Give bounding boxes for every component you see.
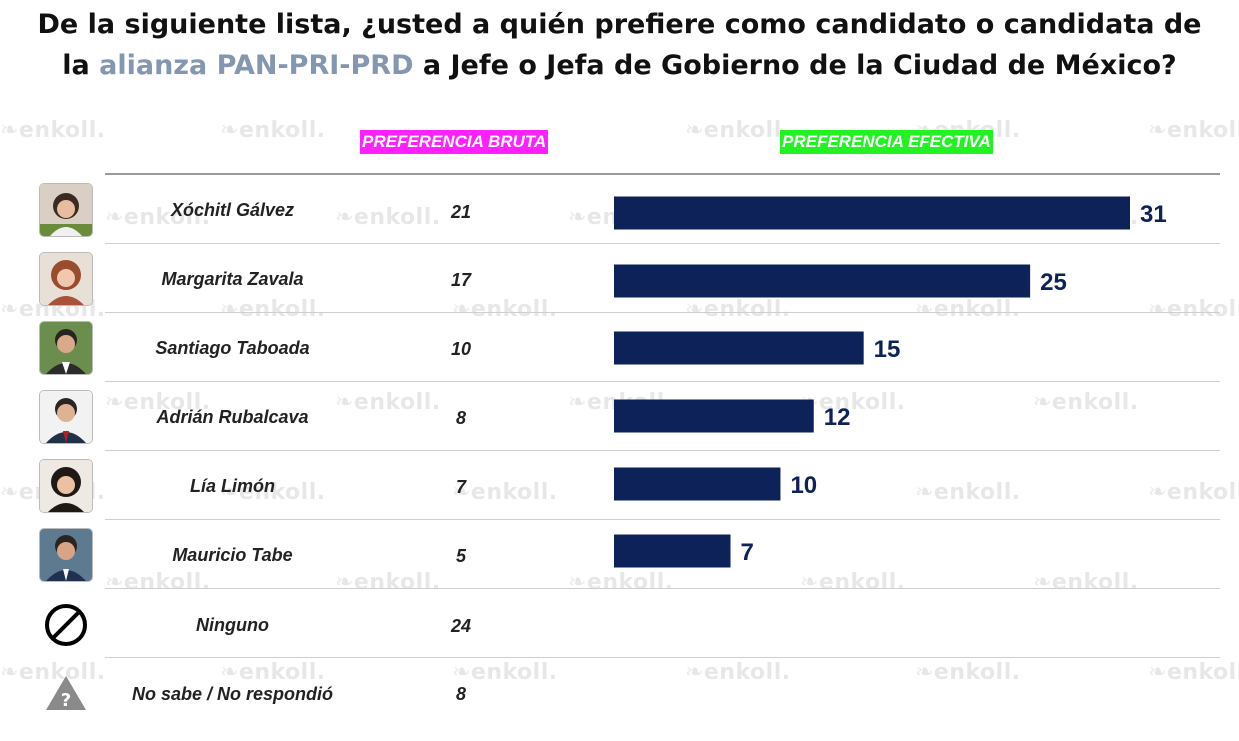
enkoll-watermark: ❧enkoll.: [568, 570, 674, 595]
title-line-2-post: a Jefe o Jefa de Gobierno de la Ciudad d…: [413, 50, 1177, 81]
enkoll-watermark: ❧enkoll.: [452, 660, 558, 685]
title-line-2: la alianza PAN-PRI-PRD a Jefe o Jefa de …: [0, 45, 1239, 86]
enkoll-watermark: ❧enkoll.: [1148, 297, 1239, 322]
candidate-name: Xóchitl Gálvez: [170, 200, 295, 220]
bar-value-label: 31: [1140, 201, 1167, 228]
row-divider: [105, 519, 1220, 520]
bruta-value: 5: [455, 546, 466, 566]
enkoll-watermark: ❧enkoll.: [452, 297, 558, 322]
enkoll-watermark: ❧enkoll.: [335, 205, 441, 230]
row-divider: [105, 588, 1220, 589]
enkoll-watermark: ❧enkoll.: [1148, 480, 1239, 505]
bruta-value: 24: [450, 616, 472, 636]
candidate-name: Adrián Rubalcava: [156, 407, 309, 427]
enkoll-watermark: ❧enkoll.: [0, 118, 106, 143]
option-name-ninguno: Ninguno: [196, 615, 269, 635]
enkoll-watermark: ❧enkoll.: [1033, 390, 1139, 415]
chart-title: De la siguiente lista, ¿usted a quién pr…: [0, 4, 1239, 86]
row-divider: [105, 657, 1220, 658]
bar-value-label: 15: [874, 336, 901, 363]
enkoll-watermark: ❧enkoll.: [1148, 118, 1239, 143]
row-divider: [105, 381, 1220, 382]
enkoll-watermark: ❧enkoll.: [105, 205, 211, 230]
bar-1: [614, 196, 1130, 230]
enkoll-watermark: ❧enkoll.: [915, 480, 1021, 505]
candidate-photo-xochitl-galvez: [40, 184, 92, 236]
bar-4: [614, 399, 814, 433]
bruta-value: 10: [450, 339, 472, 359]
header-preferencia-bruta: PREFERENCIA BRUTA: [360, 130, 549, 154]
bar-2: [614, 264, 1031, 298]
enkoll-watermark: ❧enkoll.: [1033, 570, 1139, 595]
row-divider: [105, 450, 1220, 451]
bar-value-label: 25: [1040, 269, 1067, 296]
enkoll-watermark: ❧enkoll.: [335, 390, 441, 415]
enkoll-watermark: ❧enkoll.: [0, 660, 106, 685]
enkoll-watermark: ❧enkoll.: [800, 570, 906, 595]
enkoll-watermark: ❧enkoll.: [685, 118, 791, 143]
enkoll-watermark: ❧enkoll.: [105, 570, 211, 595]
candidate-photo-margarita-zavala: [40, 253, 92, 305]
bar-5: [614, 467, 781, 501]
enkoll-watermark: ❧enkoll.: [220, 297, 326, 322]
candidate-photo-adrian-rubalcava: [40, 391, 92, 443]
bar-value-label: 7: [741, 539, 754, 566]
title-highlight: alianza PAN-PRI-PRD: [99, 50, 414, 81]
prohibited-icon: [40, 599, 92, 651]
enkoll-watermark: ❧enkoll.: [685, 297, 791, 322]
candidate-photo-santiago-taboada: [40, 322, 92, 374]
enkoll-watermark: ❧enkoll.: [1148, 660, 1239, 685]
candidate-name: Margarita Zavala: [161, 269, 304, 289]
enkoll-watermark: ❧enkoll.: [452, 480, 558, 505]
bar-value-label: 12: [824, 404, 851, 431]
bar-3: [614, 331, 864, 365]
enkoll-watermark: ❧enkoll.: [915, 297, 1021, 322]
bruta-value: 8: [455, 408, 466, 428]
option-name-no-sabe: No sabe / No respondió: [131, 684, 334, 704]
enkoll-watermark: ❧enkoll.: [220, 660, 326, 685]
question-warning-icon: ?: [40, 668, 92, 720]
candidate-name: Lía Limón: [190, 476, 275, 496]
bar-value-label: 10: [790, 472, 817, 499]
enkoll-watermark: ❧enkoll.: [220, 480, 326, 505]
candidate-photo-lia-limon: [40, 460, 92, 512]
enkoll-watermark: ❧enkoll.: [220, 118, 326, 143]
bruta-value: 8: [455, 684, 466, 704]
enkoll-watermark: ❧enkoll.: [800, 390, 906, 415]
candidate-name: Mauricio Tabe: [172, 545, 293, 565]
enkoll-watermark: ❧enkoll.: [685, 660, 791, 685]
title-line-2-pre: la: [62, 50, 100, 81]
bruta-value: 21: [450, 202, 472, 222]
bruta-value: 7: [455, 477, 466, 497]
title-line-1: De la siguiente lista, ¿usted a quién pr…: [37, 9, 1202, 40]
candidate-photo-mauricio-tabe: [40, 529, 92, 581]
header-preferencia-efectiva: PREFERENCIA EFECTIVA: [780, 130, 993, 154]
svg-text:?: ?: [61, 690, 71, 711]
row-divider: [105, 312, 1220, 313]
row-divider: [105, 243, 1220, 244]
enkoll-watermark: ❧enkoll.: [335, 570, 441, 595]
bar-6: [614, 534, 731, 568]
enkoll-watermark: ❧enkoll.: [915, 660, 1021, 685]
bruta-value: 17: [450, 270, 472, 290]
enkoll-watermark: ❧enkoll.: [105, 390, 211, 415]
candidate-name: Santiago Taboada: [155, 338, 310, 358]
table-top-rule: [105, 173, 1220, 175]
